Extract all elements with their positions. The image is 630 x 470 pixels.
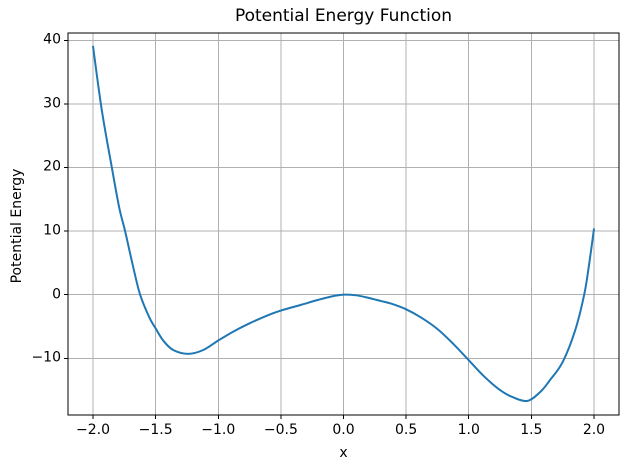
x-tick-label: −0.5 (263, 422, 298, 438)
y-tick-label: 10 (43, 222, 61, 239)
x-tick-label: 1.5 (520, 422, 543, 438)
y-tick-label: 30 (43, 95, 61, 112)
y-tick-label: 0 (52, 286, 61, 303)
x-axis-label: x (339, 445, 348, 461)
x-tick-label: 0.5 (394, 422, 418, 438)
axes-spines (67, 32, 620, 416)
x-tick-label: −2.0 (76, 422, 111, 438)
x-tick-label: 1.0 (457, 422, 480, 438)
potential-energy-curve (92, 45, 595, 403)
x-tick-label: −1.5 (138, 422, 173, 438)
y-axis-label: Potential Energy (9, 168, 25, 284)
chart-title: Potential Energy Function (234, 6, 453, 26)
x-tick-label: 0.0 (332, 422, 355, 438)
y-tick-label: −10 (31, 349, 61, 366)
x-tick-label: −1.0 (201, 422, 236, 438)
x-tick-label: 2.0 (582, 422, 606, 438)
y-tick-label: 20 (43, 158, 61, 175)
y-tick-label: 40 (43, 31, 61, 48)
